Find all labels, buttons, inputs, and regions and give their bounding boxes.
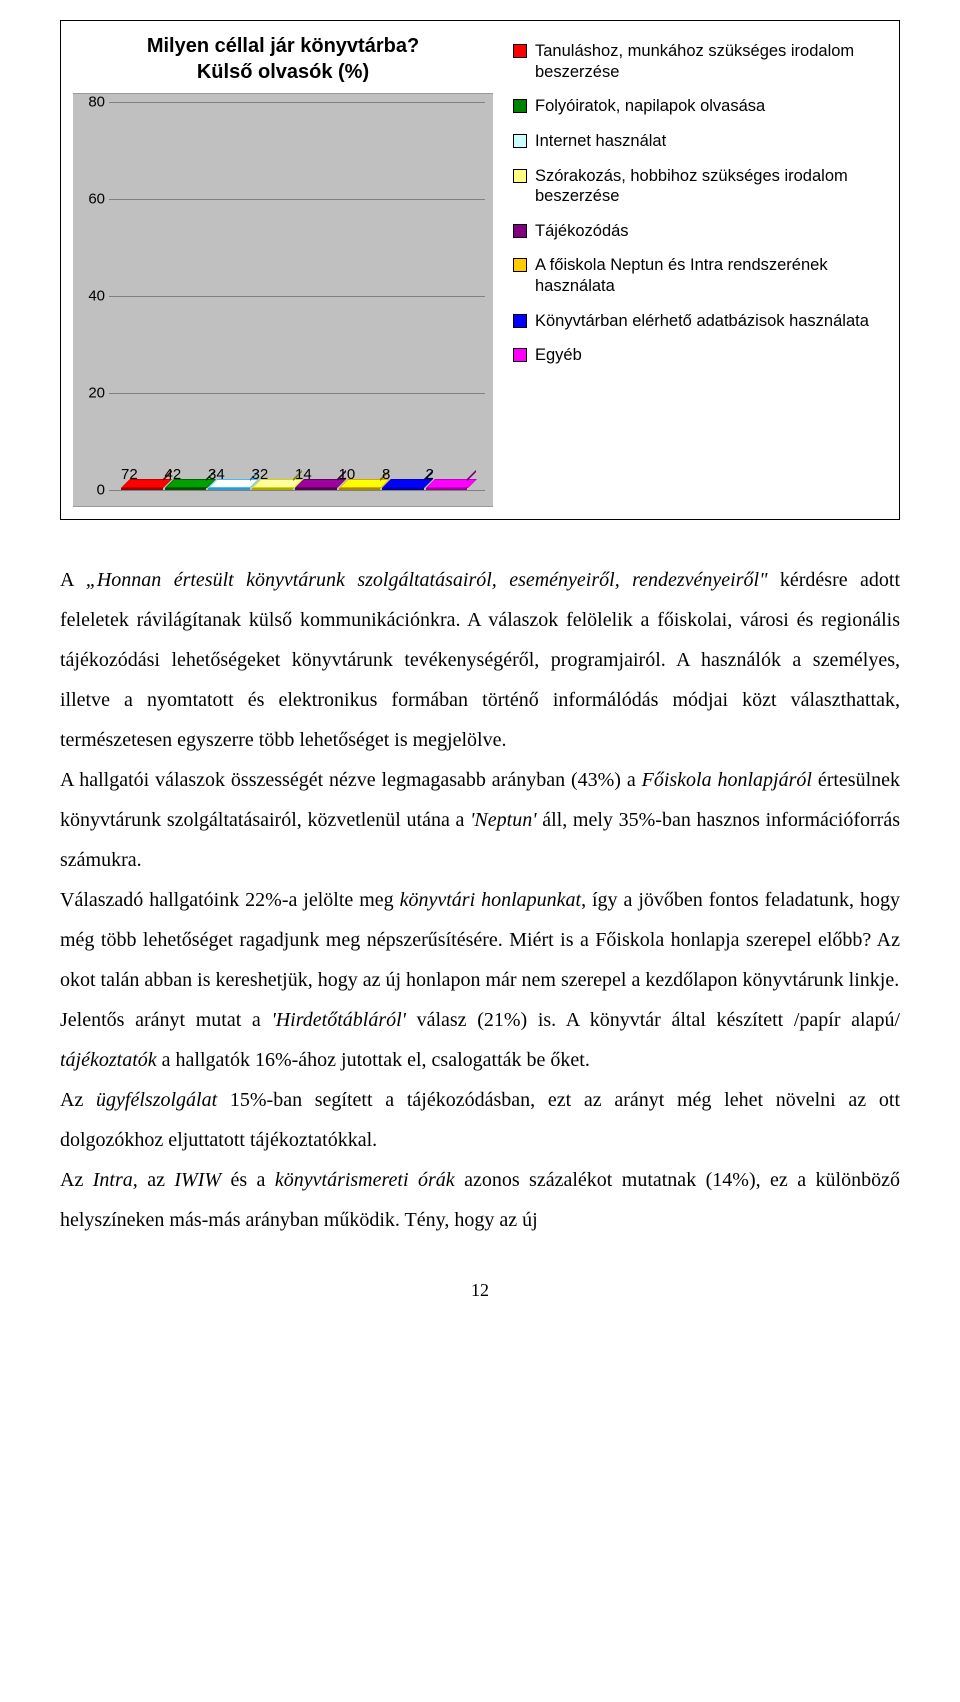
paragraph: Az ügyfélszolgálat 15%-ban segített a tá… bbox=[60, 1080, 900, 1160]
legend-swatch bbox=[513, 224, 527, 238]
text-italic: Főiskola honlapjáról bbox=[642, 769, 812, 791]
text-italic: ügyfélszolgálat bbox=[96, 1089, 217, 1111]
text: és a bbox=[221, 1169, 275, 1191]
bar-value-label: 8 bbox=[382, 466, 390, 483]
legend-swatch bbox=[513, 348, 527, 362]
plot-area: 020406080 72423432141082 bbox=[109, 102, 485, 490]
text: Az bbox=[60, 1089, 96, 1111]
bar: 42 bbox=[165, 488, 207, 490]
gridline bbox=[109, 490, 485, 491]
legend-label: Tanuláshoz, munkához szükséges irodalom … bbox=[535, 41, 877, 82]
bar: 10 bbox=[339, 488, 381, 490]
y-axis-label: 20 bbox=[79, 385, 105, 402]
chart-title-line2: Külső olvasók (%) bbox=[197, 61, 369, 83]
chart-plot: 020406080 72423432141082 bbox=[73, 93, 493, 507]
legend-swatch bbox=[513, 314, 527, 328]
text: válasz (21%) is. A könyvtár által készít… bbox=[406, 1009, 900, 1031]
bar-value-label: 14 bbox=[295, 466, 312, 483]
legend-swatch bbox=[513, 44, 527, 58]
text-italic: könyvtárismereti órák bbox=[275, 1169, 455, 1191]
text-italic: 'Hirdetőtábláról' bbox=[271, 1009, 405, 1031]
text-italic: IWIW bbox=[174, 1169, 221, 1191]
legend-swatch bbox=[513, 99, 527, 113]
legend-item: Internet használat bbox=[513, 131, 877, 152]
legend-item: A főiskola Neptun és Intra rendszerének … bbox=[513, 255, 877, 296]
bar: 72 bbox=[121, 488, 163, 490]
text: az bbox=[138, 1169, 175, 1191]
page-number: 12 bbox=[60, 1280, 900, 1301]
legend-item: Tanuláshoz, munkához szükséges irodalom … bbox=[513, 41, 877, 82]
legend-item: Tájékozódás bbox=[513, 221, 877, 242]
text: a hallgatók 16%-ához jutottak el, csalog… bbox=[157, 1049, 590, 1071]
bar-value-label: 72 bbox=[121, 466, 138, 483]
text-italic: tájékoztatók bbox=[60, 1049, 157, 1071]
legend-swatch bbox=[513, 258, 527, 272]
legend-label: Könyvtárban elérhető adatbázisok használ… bbox=[535, 311, 869, 332]
y-axis-label: 40 bbox=[79, 288, 105, 305]
paragraph: Az Intra, az IWIW és a könyvtárismereti … bbox=[60, 1160, 900, 1240]
bar-value-label: 10 bbox=[339, 466, 356, 483]
legend-item: Szórakozás, hobbihoz szükséges irodalom … bbox=[513, 166, 877, 207]
y-axis-label: 0 bbox=[79, 482, 105, 499]
text: Válaszadó hallgatóink 22%-a jelölte meg bbox=[60, 889, 400, 911]
legend-label: Tájékozódás bbox=[535, 221, 629, 242]
text-italic: könyvtári honlapunkat bbox=[400, 889, 581, 911]
legend-label: Szórakozás, hobbihoz szükséges irodalom … bbox=[535, 166, 877, 207]
text-italic: Intra, bbox=[93, 1169, 138, 1191]
bar: 14 bbox=[295, 488, 337, 490]
paragraph: Jelentős arányt mutat a 'Hirdetőtábláról… bbox=[60, 1000, 900, 1080]
chart-title-line1: Milyen céllal jár könyvtárba? bbox=[147, 35, 419, 57]
bar-value-label: 34 bbox=[208, 466, 225, 483]
paragraph: A hallgatói válaszok összességét nézve l… bbox=[60, 760, 900, 880]
bars-row: 72423432141082 bbox=[109, 102, 485, 490]
legend-swatch bbox=[513, 169, 527, 183]
legend-label: Folyóiratok, napilapok olvasása bbox=[535, 96, 765, 117]
chart-legend: Tanuláshoz, munkához szükséges irodalom … bbox=[493, 33, 887, 507]
bar-value-label: 2 bbox=[426, 466, 434, 483]
chart-container: Milyen céllal jár könyvtárba? Külső olva… bbox=[60, 20, 900, 520]
legend-label: A főiskola Neptun és Intra rendszerének … bbox=[535, 255, 877, 296]
text: kérdésre adott feleletek rávilágítanak k… bbox=[60, 569, 900, 751]
text: A bbox=[60, 569, 86, 591]
bar-value-label: 42 bbox=[165, 466, 182, 483]
y-axis-label: 60 bbox=[79, 191, 105, 208]
text: Jelentős arányt mutat a bbox=[60, 1009, 271, 1031]
legend-label: Internet használat bbox=[535, 131, 666, 152]
bar: 2 bbox=[426, 488, 468, 490]
text: A hallgatói válaszok összességét nézve l… bbox=[60, 769, 642, 791]
y-axis-label: 80 bbox=[79, 94, 105, 111]
chart-title: Milyen céllal jár könyvtárba? Külső olva… bbox=[73, 33, 493, 85]
paragraph: A „Honnan értesült könyvtárunk szolgálta… bbox=[60, 560, 900, 760]
text: Az bbox=[60, 1169, 93, 1191]
text-italic: 'Neptun' bbox=[470, 809, 536, 831]
legend-swatch bbox=[513, 134, 527, 148]
bar: 32 bbox=[252, 488, 294, 490]
paragraph: Válaszadó hallgatóink 22%-a jelölte meg … bbox=[60, 880, 900, 1000]
bar: 8 bbox=[382, 488, 424, 490]
legend-item: Folyóiratok, napilapok olvasása bbox=[513, 96, 877, 117]
legend-item: Könyvtárban elérhető adatbázisok használ… bbox=[513, 311, 877, 332]
legend-item: Egyéb bbox=[513, 345, 877, 366]
chart-plot-panel: Milyen céllal jár könyvtárba? Külső olva… bbox=[73, 33, 493, 507]
bar: 34 bbox=[208, 488, 250, 490]
text-italic: „Honnan értesült könyvtárunk szolgáltatá… bbox=[86, 569, 768, 591]
bar-value-label: 32 bbox=[252, 466, 269, 483]
legend-label: Egyéb bbox=[535, 345, 582, 366]
document-body: A „Honnan értesült könyvtárunk szolgálta… bbox=[60, 560, 900, 1240]
